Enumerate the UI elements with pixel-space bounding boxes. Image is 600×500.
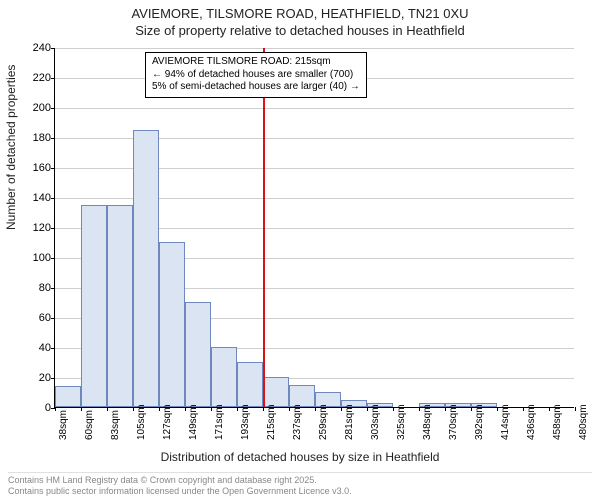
y-tick-mark — [51, 378, 55, 379]
y-tick-label: 180 — [21, 132, 51, 144]
x-tick-mark — [211, 407, 212, 411]
y-tick-mark — [51, 78, 55, 79]
footer-line2: Contains public sector information licen… — [8, 486, 592, 497]
x-tick-label: 38sqm — [58, 410, 69, 440]
histogram-bar — [185, 302, 211, 407]
y-tick-label: 100 — [21, 252, 51, 264]
x-tick-label: 127sqm — [162, 404, 173, 440]
x-tick-mark — [393, 407, 394, 411]
chart-title-line2: Size of property relative to detached ho… — [0, 23, 600, 38]
x-tick-mark — [107, 407, 108, 411]
x-tick-label: 237sqm — [292, 404, 303, 440]
x-tick-label: 105sqm — [136, 404, 147, 440]
x-tick-label: 60sqm — [84, 410, 95, 440]
x-tick-mark — [237, 407, 238, 411]
x-tick-mark — [315, 407, 316, 411]
x-tick-mark — [471, 407, 472, 411]
x-tick-mark — [367, 407, 368, 411]
chart-container: { "title_line1": "AVIEMORE, TILSMORE ROA… — [0, 0, 600, 500]
x-tick-label: 325sqm — [396, 404, 407, 440]
annotation-line2: ← 94% of detached houses are smaller (70… — [152, 69, 360, 82]
x-tick-mark — [263, 407, 264, 411]
x-tick-label: 171sqm — [214, 404, 225, 440]
y-tick-label: 60 — [21, 312, 51, 324]
x-tick-mark — [289, 407, 290, 411]
x-tick-label: 436sqm — [526, 404, 537, 440]
x-axis-label: Distribution of detached houses by size … — [0, 450, 600, 464]
gridline — [55, 108, 574, 109]
y-tick-label: 20 — [21, 372, 51, 384]
y-tick-mark — [51, 198, 55, 199]
attribution-footer: Contains HM Land Registry data © Crown c… — [8, 472, 592, 498]
x-tick-mark — [445, 407, 446, 411]
histogram-bar — [55, 386, 81, 407]
y-tick-mark — [51, 288, 55, 289]
histogram-bar — [211, 347, 237, 407]
x-tick-label: 193sqm — [240, 404, 251, 440]
y-axis-label: Number of detached properties — [4, 65, 18, 230]
histogram-bar — [81, 205, 107, 408]
y-tick-mark — [51, 318, 55, 319]
x-tick-mark — [133, 407, 134, 411]
x-tick-label: 303sqm — [370, 404, 381, 440]
y-tick-label: 220 — [21, 72, 51, 84]
y-tick-label: 0 — [21, 402, 51, 414]
x-tick-label: 348sqm — [422, 404, 433, 440]
x-tick-mark — [341, 407, 342, 411]
property-marker-line — [263, 48, 265, 407]
annotation-line1: AVIEMORE TILSMORE ROAD: 215sqm — [152, 56, 360, 69]
chart-title-line1: AVIEMORE, TILSMORE ROAD, HEATHFIELD, TN2… — [0, 6, 600, 21]
y-tick-mark — [51, 228, 55, 229]
histogram-bar — [159, 242, 185, 407]
y-tick-label: 80 — [21, 282, 51, 294]
x-tick-mark — [419, 407, 420, 411]
y-tick-mark — [51, 48, 55, 49]
y-tick-label: 40 — [21, 342, 51, 354]
y-tick-mark — [51, 168, 55, 169]
histogram-bar — [237, 362, 263, 407]
x-tick-label: 281sqm — [344, 404, 355, 440]
x-tick-mark — [81, 407, 82, 411]
y-tick-mark — [51, 108, 55, 109]
gridline — [55, 48, 574, 49]
y-tick-label: 200 — [21, 102, 51, 114]
x-tick-label: 458sqm — [552, 404, 563, 440]
y-tick-mark — [51, 348, 55, 349]
x-tick-label: 392sqm — [474, 404, 485, 440]
histogram-bar — [133, 130, 159, 408]
x-tick-label: 370sqm — [448, 404, 459, 440]
y-tick-mark — [51, 138, 55, 139]
y-tick-mark — [51, 258, 55, 259]
x-tick-label: 259sqm — [318, 404, 329, 440]
x-tick-label: 83sqm — [110, 410, 121, 440]
plot-area: 02040608010012014016018020022024038sqm60… — [54, 48, 574, 408]
x-tick-label: 480sqm — [578, 404, 589, 440]
x-tick-mark — [159, 407, 160, 411]
y-tick-label: 120 — [21, 222, 51, 234]
histogram-bar — [263, 377, 289, 407]
x-tick-label: 414sqm — [500, 404, 511, 440]
histogram-bar — [107, 205, 133, 408]
x-tick-mark — [185, 407, 186, 411]
x-tick-mark — [523, 407, 524, 411]
x-tick-mark — [497, 407, 498, 411]
x-tick-mark — [55, 407, 56, 411]
x-tick-mark — [575, 407, 576, 411]
y-tick-label: 140 — [21, 192, 51, 204]
annotation-line3: 5% of semi-detached houses are larger (4… — [152, 81, 360, 94]
footer-line1: Contains HM Land Registry data © Crown c… — [8, 475, 592, 486]
x-tick-label: 215sqm — [266, 404, 277, 440]
y-tick-label: 240 — [21, 42, 51, 54]
chart-title-block: AVIEMORE, TILSMORE ROAD, HEATHFIELD, TN2… — [0, 6, 600, 38]
x-tick-mark — [549, 407, 550, 411]
y-tick-label: 160 — [21, 162, 51, 174]
annotation-box: AVIEMORE TILSMORE ROAD: 215sqm ← 94% of … — [145, 52, 367, 98]
x-tick-label: 149sqm — [188, 404, 199, 440]
